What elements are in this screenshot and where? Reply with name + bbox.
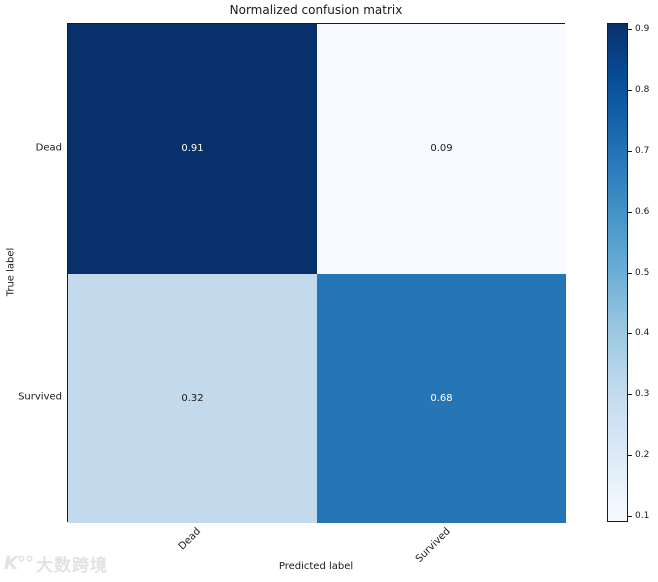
colorbar-tick-label: 0.8 [635, 84, 650, 95]
watermark: K°° 大数跨境 [4, 551, 108, 576]
matrix-cell: 0.09 [317, 24, 566, 274]
y-tick-label: Dead [35, 142, 62, 154]
cell-value: 0.09 [430, 143, 453, 155]
colorbar-tick-mark [628, 150, 632, 152]
watermark-logo-icon: K°° [4, 553, 34, 574]
colorbar-tick-mark [628, 394, 632, 396]
colorbar-tick-label: 0.2 [635, 450, 650, 461]
cell-value: 0.91 [181, 143, 204, 155]
colorbar-tick-label: 0.3 [635, 389, 650, 400]
colorbar-tick-mark [628, 211, 632, 213]
y-axis-label: True label [5, 247, 17, 297]
colorbar-tick-label: 0.7 [635, 145, 650, 156]
x-tick-label: Dead [176, 526, 204, 553]
watermark-text: 大数跨境 [35, 556, 108, 576]
heatmap-plot-area: 0.91 0.09 0.32 0.68 [67, 23, 566, 523]
colorbar-tick-mark [628, 515, 632, 517]
colorbar-tick-mark [628, 272, 632, 274]
colorbar-tick-label: 0.1 [635, 510, 650, 521]
y-tick-label: Survived [18, 391, 62, 403]
colorbar-tick-mark [628, 89, 632, 91]
colorbar-tick-mark [628, 455, 632, 457]
colorbar-tick-label: 0.5 [635, 267, 650, 278]
x-tick-label: Survived [413, 526, 453, 565]
colorbar-tick-label: 0.9 [635, 24, 650, 35]
colorbar-tick-mark [628, 333, 632, 335]
matrix-cell: 0.32 [68, 273, 317, 523]
colorbar-tick-label: 0.6 [635, 206, 650, 217]
x-axis-label: Predicted label [278, 561, 354, 572]
colorbar-tick-label: 0.4 [635, 328, 650, 339]
chart-title: Normalized confusion matrix [229, 3, 403, 17]
matrix-cell: 0.68 [317, 273, 566, 523]
cell-value: 0.68 [430, 392, 453, 404]
cell-value: 0.32 [181, 392, 204, 404]
colorbar [607, 23, 628, 522]
matrix-cell: 0.91 [68, 24, 317, 274]
colorbar-tick-mark [628, 29, 632, 31]
